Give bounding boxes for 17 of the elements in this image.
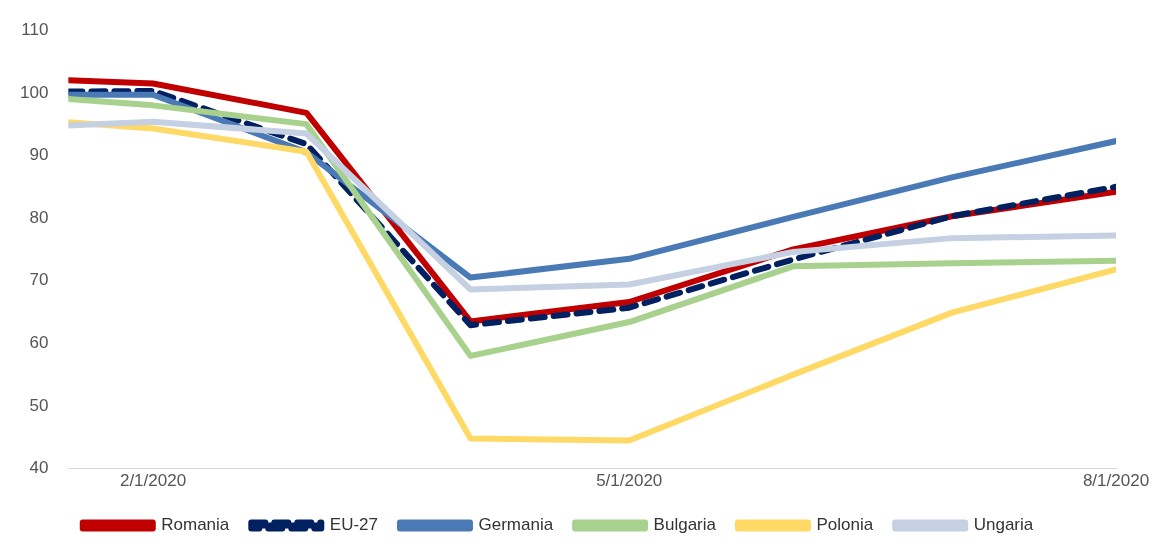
y-tick-label: 80 <box>29 207 49 227</box>
y-tick-label: 60 <box>29 333 49 353</box>
y-tick-label: 70 <box>29 270 49 290</box>
legend-label: Romania <box>161 515 230 535</box>
y-tick-label: 90 <box>29 145 49 165</box>
y-tick-label: 40 <box>29 458 49 478</box>
x-tick-label: 2/1/2020 <box>119 471 187 491</box>
legend-label: Bulgaria <box>653 515 717 535</box>
x-tick-label: 8/1/2020 <box>1082 471 1150 491</box>
legend-label: Polonia <box>816 515 874 535</box>
y-tick-label: 100 <box>19 82 49 102</box>
y-tick-label: 110 <box>21 19 49 39</box>
legend-label: Ungaria <box>973 515 1034 535</box>
legend-label: EU-27 <box>329 515 378 535</box>
legend-label: Germania <box>478 515 554 535</box>
y-tick-label: 50 <box>29 395 49 415</box>
x-tick-label: 5/1/2020 <box>596 471 663 491</box>
